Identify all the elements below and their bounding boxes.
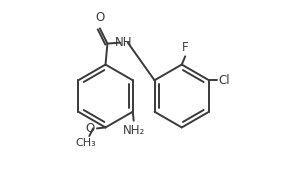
- Text: O: O: [86, 122, 95, 135]
- Text: NH₂: NH₂: [122, 124, 145, 137]
- Text: Cl: Cl: [218, 74, 230, 87]
- Text: CH₃: CH₃: [75, 138, 96, 148]
- Text: O: O: [95, 11, 104, 24]
- Text: NH: NH: [115, 36, 132, 49]
- Text: F: F: [182, 41, 188, 54]
